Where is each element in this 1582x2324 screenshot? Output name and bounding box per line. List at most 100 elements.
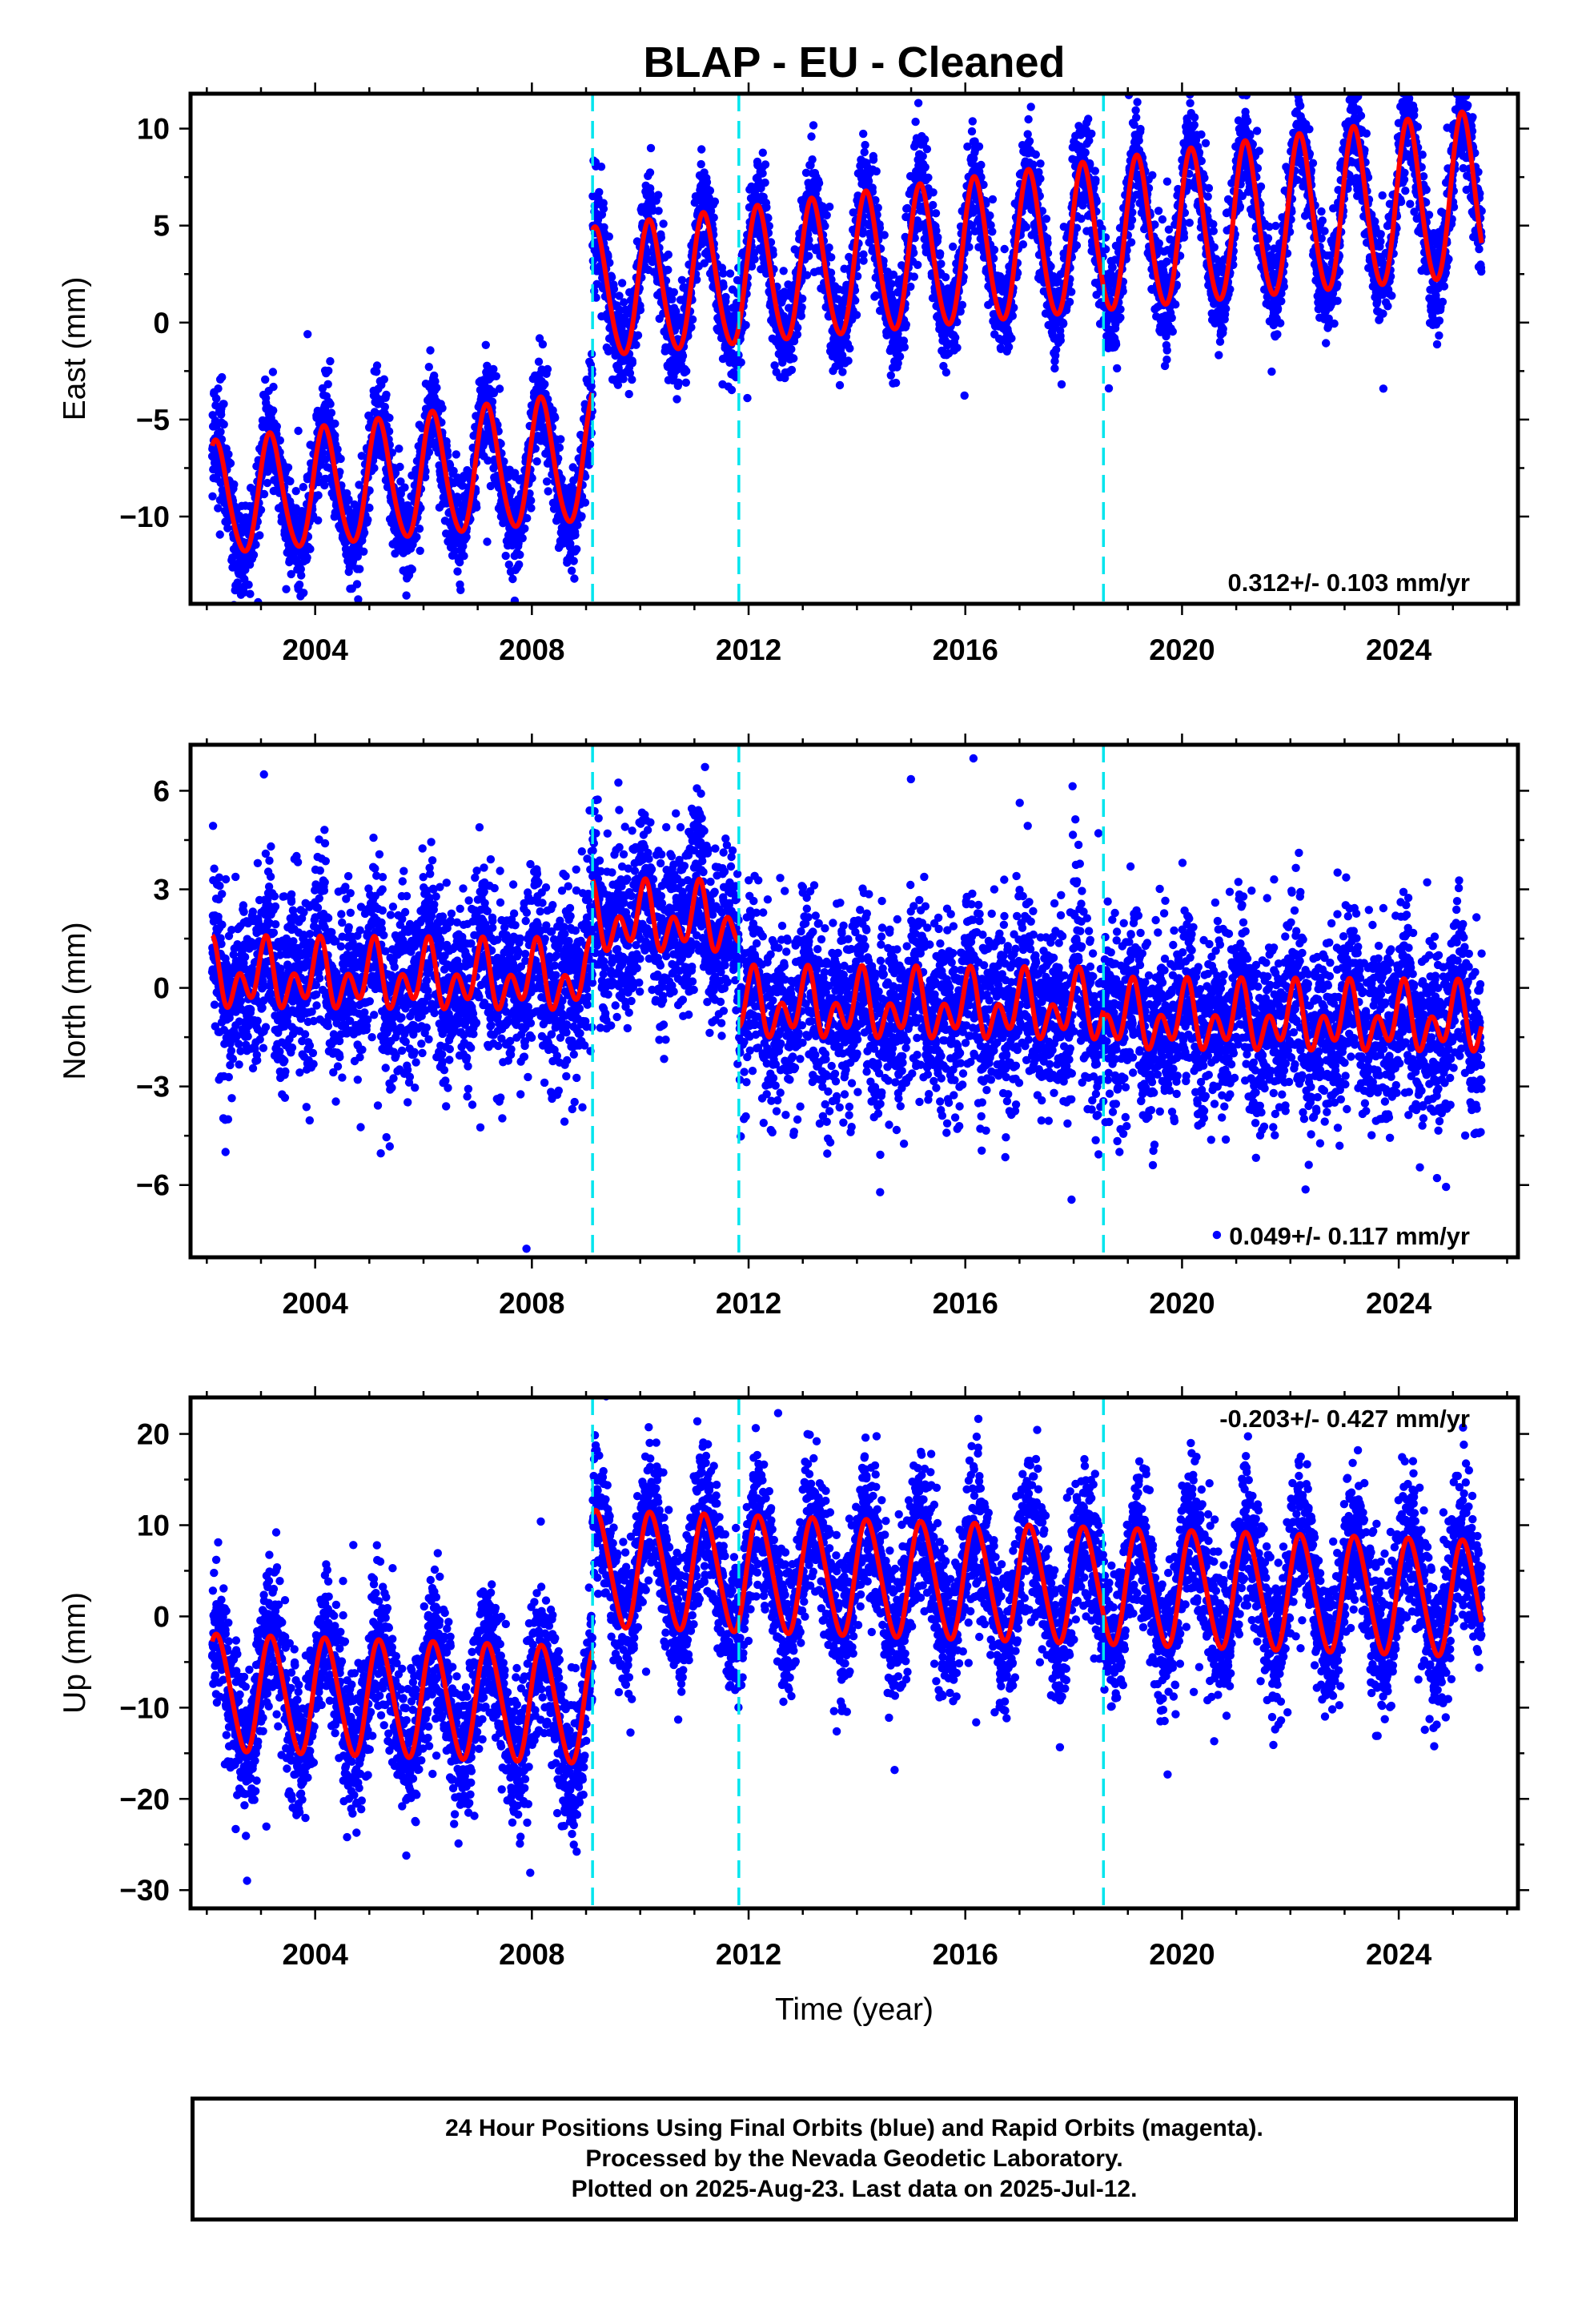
east-data-point (654, 207, 663, 215)
east-data-points (207, 94, 1486, 604)
east-data-point (452, 450, 460, 459)
east-data-point (937, 259, 946, 268)
east-data-point (331, 419, 339, 428)
east-data-point (951, 333, 960, 342)
east-data-point (936, 249, 945, 258)
east-data-point (802, 271, 812, 279)
east-data-point (918, 151, 927, 161)
east-data-point (508, 574, 517, 584)
east-data-point (664, 265, 673, 275)
east-data-point (1031, 150, 1041, 159)
east-data-point (1081, 148, 1090, 157)
east-data-point (632, 340, 640, 349)
east-data-point (295, 580, 304, 589)
east-data-point (633, 331, 643, 340)
east-data-point (808, 155, 817, 164)
east-data-point (779, 267, 788, 275)
east-data-point (921, 135, 930, 144)
east-data-point (949, 242, 958, 251)
east-data-point (255, 531, 264, 540)
east-data-point (913, 99, 923, 107)
east-data-point (287, 569, 295, 579)
east-data-point (542, 477, 552, 486)
east-data-point (787, 365, 797, 375)
east-data-point (860, 147, 869, 157)
east-data-point (354, 595, 363, 604)
east-data-point (484, 456, 492, 465)
east-data-point (395, 444, 404, 453)
east-data-point (424, 448, 434, 456)
east-data-point (1008, 312, 1018, 320)
east-data-point (370, 464, 379, 472)
east-data-point (1024, 115, 1033, 124)
east-data-point (382, 390, 391, 400)
east-data-point (215, 530, 224, 539)
east-data-point (326, 356, 335, 366)
east-data-point (365, 504, 374, 513)
east-data-point (924, 173, 933, 182)
east-data-point (531, 444, 540, 453)
east-data-point (913, 260, 922, 269)
east-data-point (326, 400, 335, 408)
east-data-point (609, 284, 619, 294)
east-data-point (628, 375, 636, 384)
east-data-point (659, 219, 668, 228)
east-data-point (269, 382, 278, 392)
east-data-point (320, 480, 329, 490)
east-data-point (669, 287, 678, 297)
east-data-point (372, 361, 382, 370)
east-data-point (835, 380, 845, 390)
east-data-point (710, 197, 720, 206)
east-data-point (432, 384, 441, 392)
east-data-point (456, 558, 464, 567)
east-data-point (306, 545, 315, 553)
east-data-point (214, 384, 223, 393)
east-data-point (873, 203, 882, 212)
east-data-point (758, 169, 767, 178)
east-data-point (934, 233, 942, 242)
east-data-point (901, 320, 911, 329)
east-data-point (528, 473, 536, 483)
east-data-point (725, 269, 735, 278)
east-data-point (988, 195, 998, 204)
east-data-point (327, 408, 336, 417)
east-data-point (906, 282, 915, 292)
east-data-point (297, 571, 306, 580)
east-data-point (544, 487, 552, 496)
east-data-point (324, 366, 333, 376)
east-data-point (323, 380, 332, 388)
east-data-point (1023, 130, 1032, 139)
east-data-point (880, 231, 889, 239)
east-data-point (646, 143, 656, 153)
east-data-point (456, 585, 465, 594)
east-data-point (673, 395, 681, 404)
east-data-point (929, 200, 938, 210)
east-data-point (251, 541, 260, 549)
east-data-point (909, 272, 919, 281)
east-data-point (986, 211, 994, 220)
east-data-point (355, 565, 364, 573)
east-data-point (299, 483, 307, 492)
east-data-point (604, 232, 613, 241)
east-data-point (555, 443, 564, 452)
east-data-point (922, 145, 932, 154)
east-data-point (595, 187, 604, 197)
east-data-point (664, 250, 673, 259)
east-data-point (246, 589, 255, 598)
east-data-point (538, 340, 548, 349)
east-data-point (492, 372, 500, 380)
east-data-point (291, 487, 300, 496)
east-data-point (527, 496, 536, 505)
east-data-point (556, 435, 565, 444)
east-data-point (333, 444, 342, 454)
east-data-point (520, 524, 529, 533)
east-data-point (527, 504, 536, 513)
east-data-point (336, 454, 345, 464)
east-data-point (814, 179, 824, 187)
east-data-point (396, 477, 405, 486)
east-data-point (208, 492, 217, 501)
east-data-point (249, 550, 259, 560)
east-data-point (585, 440, 595, 449)
east-data-point (809, 121, 818, 130)
